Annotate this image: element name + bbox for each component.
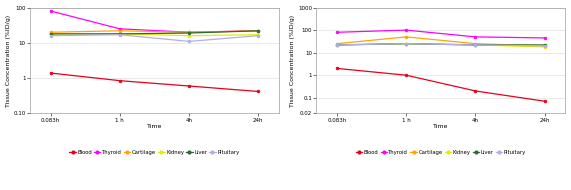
Blood: [255, 90, 262, 93]
X-axis label: Time: Time: [147, 124, 162, 129]
Line: Thyroid: Thyroid: [336, 29, 546, 39]
Pituitary: [47, 35, 54, 37]
Y-axis label: Tissue Concentration (%ID/g): Tissue Concentration (%ID/g): [290, 14, 295, 107]
Line: Cartilage: Cartilage: [49, 29, 260, 34]
Liver: [541, 44, 548, 46]
Blood: [472, 90, 479, 92]
Line: Pituitary: Pituitary: [49, 33, 260, 43]
Thyroid: [47, 10, 54, 12]
Thyroid: [403, 29, 409, 31]
Pituitary: [186, 40, 192, 43]
Kidney: [47, 33, 54, 35]
Thyroid: [472, 36, 479, 38]
X-axis label: Time: Time: [433, 124, 448, 129]
Legend: Blood, Thyroid, Cartilage, Kidney, Liver, Pituitary: Blood, Thyroid, Cartilage, Kidney, Liver…: [353, 148, 528, 157]
Blood: [186, 85, 192, 87]
Pituitary: [333, 44, 340, 46]
Liver: [116, 33, 123, 35]
Cartilage: [403, 36, 409, 38]
Liver: [472, 44, 479, 46]
Line: Kidney: Kidney: [336, 42, 546, 48]
Y-axis label: Tissue Concentration (%ID/g): Tissue Concentration (%ID/g): [6, 14, 10, 107]
Thyroid: [116, 28, 123, 30]
Line: Blood: Blood: [49, 72, 260, 93]
Blood: [116, 80, 123, 82]
Kidney: [255, 34, 262, 36]
Thyroid: [333, 31, 340, 33]
Liver: [255, 30, 262, 32]
Cartilage: [186, 31, 192, 33]
Kidney: [186, 35, 192, 37]
Liver: [333, 44, 340, 46]
Kidney: [403, 43, 409, 45]
Line: Pituitary: Pituitary: [336, 42, 546, 47]
Cartilage: [116, 30, 123, 32]
Pituitary: [116, 34, 123, 36]
Blood: [333, 67, 340, 70]
Legend: Blood, Thyroid, Cartilage, Kidney, Liver, Pituitary: Blood, Thyroid, Cartilage, Kidney, Liver…: [67, 148, 242, 157]
Liver: [403, 43, 409, 45]
Liver: [186, 32, 192, 34]
Line: Cartilage: Cartilage: [336, 36, 546, 47]
Line: Liver: Liver: [49, 29, 260, 35]
Line: Thyroid: Thyroid: [49, 10, 260, 34]
Blood: [47, 72, 54, 74]
Cartilage: [255, 30, 262, 32]
Blood: [403, 74, 409, 76]
Kidney: [541, 46, 548, 48]
Cartilage: [333, 43, 340, 45]
Line: Liver: Liver: [336, 42, 546, 46]
Kidney: [472, 44, 479, 46]
Cartilage: [47, 31, 54, 33]
Pituitary: [472, 44, 479, 46]
Line: Blood: Blood: [336, 67, 546, 103]
Blood: [541, 100, 548, 102]
Liver: [47, 33, 54, 35]
Pituitary: [255, 35, 262, 37]
Thyroid: [255, 30, 262, 32]
Kidney: [116, 33, 123, 35]
Cartilage: [541, 45, 548, 47]
Thyroid: [541, 37, 548, 39]
Line: Kidney: Kidney: [49, 32, 260, 37]
Pituitary: [403, 43, 409, 45]
Thyroid: [186, 31, 192, 33]
Pituitary: [541, 45, 548, 47]
Cartilage: [472, 43, 479, 45]
Kidney: [333, 44, 340, 46]
